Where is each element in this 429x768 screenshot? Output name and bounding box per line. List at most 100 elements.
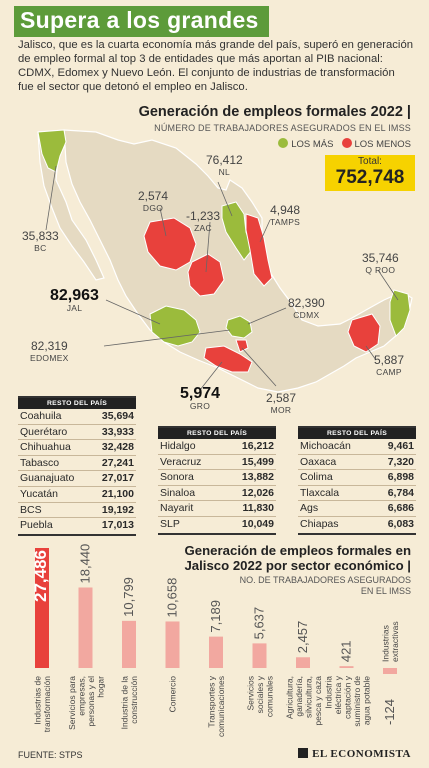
- label-jal: 82,963 JAL: [50, 288, 99, 314]
- table-row: Guanajuato 27,017: [18, 471, 136, 487]
- bar-value-label: 5,637: [252, 607, 267, 640]
- table-row: Michoacán 9,461: [298, 439, 416, 455]
- table-row: Coahuila 35,694: [18, 409, 136, 425]
- gro-code: GRO: [189, 401, 211, 411]
- bar-category-line: transformación: [42, 676, 52, 732]
- source-footer: FUENTE: STPS: [18, 750, 83, 760]
- bar: [35, 548, 49, 668]
- table-row: Puebla 17,013: [18, 518, 136, 534]
- page-title: Supera a los grandes: [20, 7, 259, 33]
- bar-category-line: silvicultura,: [304, 676, 314, 718]
- state-mor: [235, 339, 249, 353]
- label-tamps: 4,948 TAMPS: [270, 204, 300, 228]
- table-row: Tabasco 27,241: [18, 456, 136, 472]
- bar: [383, 668, 397, 674]
- bar: [122, 620, 136, 668]
- brand-square-icon: [298, 748, 309, 758]
- legend-mas-label: LOS MÁS: [291, 139, 334, 150]
- state-value: 32,428: [101, 441, 134, 454]
- bar: [209, 636, 223, 668]
- brand-logo: EL ECONOMISTA: [298, 748, 411, 760]
- states-mas: [37, 129, 411, 347]
- bar-category-line: Transportes y: [207, 675, 217, 727]
- nl-code: NL: [218, 167, 231, 177]
- bar: [296, 657, 310, 668]
- label-dgo: 2,574 DGO: [138, 190, 168, 214]
- state-name: Veracruz: [160, 455, 202, 468]
- state-value: 6,083: [387, 517, 414, 530]
- bar-category-label: Serviciossociales ycomunales: [246, 675, 275, 717]
- state-value: 27,241: [101, 456, 134, 469]
- table-row: Ags 6,686: [298, 501, 416, 517]
- state-value: 15,499: [241, 455, 274, 468]
- bar-category-line: Servicios: [246, 676, 256, 710]
- legend-menos-label: LOS MENOS: [354, 139, 412, 150]
- bar-category-line: ganadería,: [294, 676, 304, 717]
- edomex-code: EDOMEX: [30, 353, 69, 363]
- bar-category-line: comunales: [265, 676, 275, 717]
- bar-category-line: agua potable: [362, 676, 372, 725]
- bar-value-label: 10,658: [165, 578, 180, 618]
- state-name: Oaxaca: [300, 455, 337, 468]
- state-name: Guanajuato: [20, 472, 75, 485]
- state-nl: [221, 201, 253, 261]
- state-value: 6,686: [387, 502, 414, 515]
- state-tamps: [245, 213, 273, 287]
- state-name: SLP: [160, 517, 180, 530]
- state-value: 13,882: [241, 471, 274, 484]
- cdmx-code: CDMX: [293, 310, 320, 320]
- state-name: Colima: [300, 471, 333, 484]
- bar-category-label: Agricultura,ganadería,silvicultura,pesca…: [285, 676, 324, 726]
- state-name: Hidalgo: [160, 440, 196, 452]
- bar-value-label: 2,457: [295, 621, 310, 654]
- bar-value-label: 18,440: [78, 544, 93, 584]
- mor-code: MOR: [270, 405, 292, 415]
- red-dot-icon: [341, 138, 352, 148]
- state-value: 21,100: [101, 487, 134, 500]
- gro-value: 5,974: [180, 385, 221, 402]
- table-row: SLP 10,049: [158, 517, 276, 533]
- state-name: Tabasco: [20, 456, 60, 469]
- label-camp: 5,887 CAMP: [374, 354, 404, 378]
- state-value: 9,461: [387, 440, 414, 452]
- bar-value-label: 421: [339, 640, 354, 662]
- state-value: 11,830: [242, 502, 274, 515]
- table-row: Tlaxcala 6,784: [298, 486, 416, 502]
- bar: [339, 666, 354, 668]
- zac-code: ZAC: [194, 223, 212, 233]
- state-gro: [203, 345, 253, 373]
- label-gro: 5,974 GRO: [180, 385, 221, 412]
- state-zac: [187, 253, 225, 297]
- bar-category-line: Agricultura,: [285, 676, 295, 719]
- dgo-code: DGO: [142, 203, 164, 213]
- table-row: Querétaro 33,933: [18, 425, 136, 441]
- table-row: Yucatán 21,100: [18, 487, 136, 503]
- table-row: BCS 19,192: [18, 503, 136, 519]
- state-name: Michoacán: [300, 440, 351, 452]
- cdmx-value: 82,390: [288, 296, 325, 310]
- bar: [252, 643, 267, 668]
- bar-category-label: Servicios paraempresas,personas y elhoga…: [67, 676, 106, 730]
- bar-category-label: Industrias detransformación: [33, 676, 53, 732]
- bar-category-label: Comercio: [168, 676, 178, 713]
- bar-category-line: comunicaciones: [216, 676, 226, 737]
- state-camp: [347, 313, 381, 353]
- table-row: Veracruz 15,499: [158, 455, 276, 471]
- state-name: Querétaro: [20, 425, 68, 438]
- label-mor: 2,587 MOR: [266, 392, 296, 416]
- bar-category-line: construcción: [129, 676, 139, 724]
- table-row: Sonora 13,882: [158, 470, 276, 486]
- state-value: 12,026: [241, 486, 274, 499]
- state-value: 19,192: [101, 503, 134, 516]
- table-resto-3: RESTO DEL PAÍS Michoacán 9,461 Oaxaca 7,320 C…: [298, 426, 416, 535]
- bar-value-label: 7,189: [208, 600, 223, 633]
- dgo-value: 2,574: [138, 189, 169, 203]
- bar-category-line: captación y: [343, 675, 353, 719]
- title-bar: Supera a los grandes: [14, 6, 269, 37]
- state-value: 10,049: [241, 517, 274, 530]
- bar-category-line: hogar: [96, 676, 106, 698]
- table-row: Nayarit 11,830: [158, 501, 276, 517]
- bar-value-label: 10,799: [121, 577, 136, 617]
- brand-text: EL ECONOMISTA: [312, 748, 411, 760]
